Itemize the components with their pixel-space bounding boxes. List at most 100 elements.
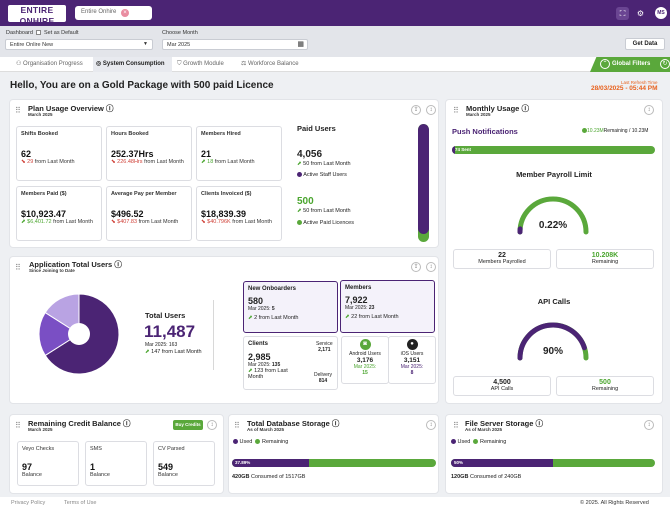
stat-change-value: 18 — [207, 159, 214, 165]
monthly-usage-title-text: Monthly Usage — [466, 104, 520, 113]
staff-change-value: 50 — [303, 161, 310, 167]
api-calls-label: API Calls — [490, 386, 514, 392]
month-label: Choose Month — [162, 30, 198, 36]
drag-handle-icon[interactable]: ⠿ — [453, 106, 459, 115]
stat-label: Clients Invoiced ($) — [201, 191, 252, 197]
info-icon[interactable]: ⓘ — [331, 419, 340, 428]
stat-label: Hours Booked — [111, 131, 149, 137]
push-remaining-label: Remaining — [603, 128, 628, 134]
app-users-title-text: Application Total Users — [29, 260, 113, 269]
apple-icon: ● — [406, 339, 418, 350]
stat-change-suffix: from Last Month — [214, 159, 255, 165]
members-title: Members — [345, 285, 372, 291]
share-icon[interactable]: ⇪ — [411, 105, 421, 115]
pie-slice[interactable] — [38, 311, 80, 357]
api-title: API Calls — [537, 297, 571, 306]
onboard-title: New Onboarders — [248, 286, 297, 292]
collapse-icon[interactable]: ↕ — [426, 262, 436, 272]
paid-users-title: Paid Users — [297, 124, 336, 133]
payroll-gauge — [517, 196, 589, 235]
trend-arrow-icon: ⬊ — [201, 219, 206, 225]
clients-month: Mar 2025: 135 — [248, 362, 333, 368]
credit-sub: Balance — [158, 472, 178, 478]
privacy-link[interactable]: Privacy Policy — [11, 500, 46, 506]
clear-icon[interactable]: × — [121, 9, 129, 17]
company-selector[interactable]: Entire Onhire × — [75, 6, 152, 20]
push-remaining: 10.23MRemaining / 10.23M — [582, 128, 648, 134]
buy-credits-button[interactable]: Buy Credits — [173, 420, 203, 430]
clients-change: ⬈ 123 from Last Month — [248, 368, 303, 380]
collapse-icon[interactable]: ↕ — [426, 105, 436, 115]
licence-change-suffix: from Last Month — [310, 208, 351, 214]
onboard-month-value: 5 — [271, 306, 275, 312]
trend-arrow-icon: ⬊ — [111, 159, 116, 165]
service-label: Service — [316, 341, 333, 347]
trend-arrow-icon: ⬊ — [111, 219, 116, 225]
clients-change-value: 123 — [254, 368, 264, 374]
tab-label: Growth Module — [183, 61, 224, 67]
stat-change-suffix: from Last Month — [232, 219, 272, 225]
drag-handle-icon[interactable]: ⠿ — [453, 421, 459, 430]
share-icon[interactable]: ⇪ — [411, 262, 421, 272]
calendar-icon[interactable]: ▦ — [297, 41, 304, 48]
api-calls-value: 4,500 — [493, 379, 511, 386]
db-bar-fill — [232, 459, 310, 467]
clients-month-label: Mar 2025: — [248, 362, 272, 368]
stat-card: Members Paid ($) $10,923.47 ⬈ $6,401.72 fr… — [16, 186, 102, 241]
global-filters-button[interactable]: Global Filters — [590, 57, 670, 72]
up-arrow-icon: ⬈ — [345, 314, 350, 320]
stat-value: 21 — [201, 149, 212, 159]
refresh-icon[interactable]: ↻ — [660, 59, 670, 69]
company-name: Entire Onhire — [81, 9, 117, 15]
tab-label: Organisation Progress — [23, 61, 83, 67]
global-filters-label: Global Filters — [612, 61, 651, 67]
stat-change-value: 226.48Hrs — [117, 159, 143, 165]
gauge-icon: ◎ — [96, 61, 103, 67]
up-arrow-icon: ⬈ — [297, 161, 302, 167]
stat-value: 252.37Hrs — [111, 149, 154, 159]
info-icon[interactable]: ⓘ — [521, 104, 529, 113]
info-icon[interactable]: ⓘ — [535, 419, 543, 428]
android-users-box: ◙ Android Users 3,176 Mar 2025: 15 — [341, 336, 389, 384]
stat-value: $18,839.39 — [201, 209, 247, 219]
collapse-icon[interactable]: ↕ — [644, 105, 654, 115]
drag-handle-icon[interactable]: ⠿ — [15, 106, 21, 115]
info-icon[interactable]: ⓘ — [123, 419, 131, 428]
tab-growth-module[interactable]: ⛉ Growth Module — [174, 57, 236, 72]
licence-value: 500 — [297, 196, 314, 207]
drag-handle-icon[interactable]: ⠿ — [15, 263, 21, 272]
greeting-heading: Hello, You are on a Gold Package with 50… — [10, 80, 274, 91]
drag-handle-icon[interactable]: ⠿ — [15, 421, 21, 430]
dashboard-value: Entire Onlire New — [10, 42, 54, 48]
company-logo[interactable]: ENTIRE ONHIRE WORKFORCE HUMAN GLOBAL — [8, 5, 66, 35]
staff-users-change: ⬈ 50 from Last Month — [297, 161, 351, 167]
dashboard-select[interactable]: Entire Onlire New ▼ — [5, 39, 153, 50]
credit-subtitle: March 2025 — [28, 427, 53, 432]
set-default-checkbox[interactable] — [36, 30, 41, 35]
filter-icon: ⌃ — [600, 59, 610, 69]
info-icon[interactable]: ⓘ — [105, 104, 114, 113]
collapse-icon[interactable]: ↕ — [207, 420, 217, 430]
collapse-icon[interactable]: ↕ — [426, 420, 436, 430]
gear-icon[interactable]: ⚙ — [636, 9, 645, 18]
tab-organisation-progress[interactable]: ⚇ Organisation Progress — [13, 57, 91, 72]
onboard-change-suffix: from Last Month — [258, 315, 299, 321]
legend-dot — [255, 439, 261, 445]
drag-handle-icon[interactable]: ⠿ — [234, 421, 240, 430]
month-picker[interactable]: Mar 2025 ▦ — [162, 39, 308, 50]
fullscreen-icon[interactable]: ⛶ — [616, 7, 629, 20]
members-month-label: Mar 2025: — [345, 305, 369, 311]
pie-slice[interactable] — [44, 293, 80, 335]
terms-link[interactable]: Terms of Use — [64, 500, 97, 506]
file-consumed: 120GB Consumed of 240GB — [451, 474, 521, 480]
members-box: Members 7,922 Mar 2025: 23 ⬈ 22 from Las… — [340, 280, 435, 333]
collapse-icon[interactable]: ↕ — [644, 420, 654, 430]
tab-system-consumption[interactable]: ◎ System Consumption — [93, 57, 172, 72]
info-icon[interactable]: ⓘ — [114, 260, 122, 269]
get-data-button[interactable]: Get Data — [625, 38, 665, 50]
dashboard-label: Dashboard — [6, 30, 33, 36]
up-arrow-icon: ⬈ — [145, 349, 150, 355]
tab-workforce-balance[interactable]: ⚖ Workforce Balance — [238, 57, 314, 72]
avatar[interactable]: MS — [655, 7, 667, 19]
stat-label: Average Pay per Member — [111, 191, 177, 197]
